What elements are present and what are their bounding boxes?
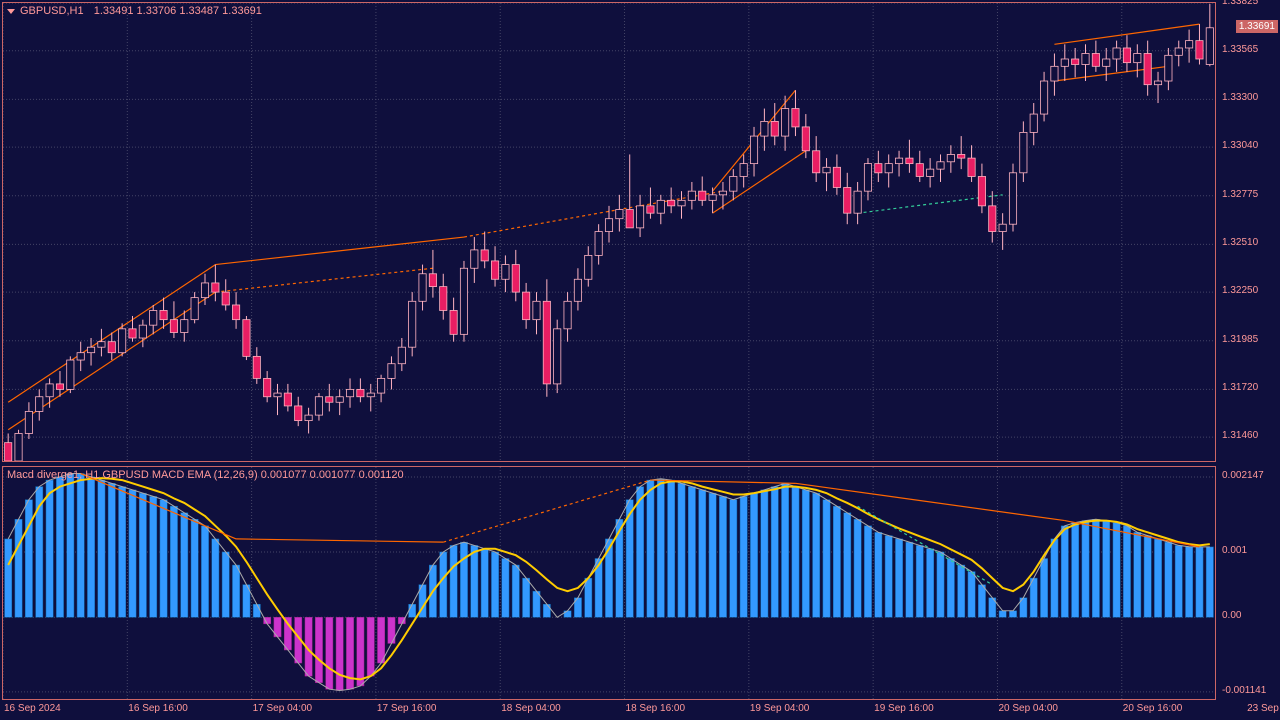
current-price-marker: 1.33691: [1236, 20, 1278, 33]
price-y-label: 1.31460: [1222, 430, 1258, 441]
indicator-y-label: 0.00: [1222, 610, 1241, 621]
time-label: 20 Sep 04:00: [998, 703, 1058, 714]
indicator-panel[interactable]: Macd diverge1, H1 GBPUSD MACD EMA (12,26…: [2, 466, 1216, 700]
price-y-label: 1.31720: [1222, 382, 1258, 393]
time-label: 18 Sep 04:00: [501, 703, 561, 714]
indicator-label: Macd diverge1, H1 GBPUSD MACD EMA (12,26…: [7, 469, 404, 481]
indicator-y-axis: 0.002147 0.001 0.00 -0.001141: [1218, 466, 1278, 700]
price-y-label: 1.33300: [1222, 92, 1258, 103]
price-y-label: 1.32775: [1222, 189, 1258, 200]
price-y-label: 1.32510: [1222, 237, 1258, 248]
price-chart-panel[interactable]: GBPUSD,H1 1.33491 1.33706 1.33487 1.3369…: [2, 2, 1216, 462]
time-label: 16 Sep 2024: [4, 703, 61, 714]
chevron-down-icon[interactable]: [7, 9, 15, 14]
ohlc-label: 1.33491 1.33706 1.33487 1.33691: [94, 5, 262, 17]
price-y-label: 1.31985: [1222, 334, 1258, 345]
chart-container: GBPUSD,H1 1.33491 1.33706 1.33487 1.3369…: [0, 0, 1280, 720]
time-label: 23 Sep 04:00: [1247, 703, 1280, 714]
time-label: 17 Sep 16:00: [377, 703, 437, 714]
price-y-label: 1.33040: [1222, 140, 1258, 151]
price-svg: [3, 3, 1215, 461]
price-y-label: 1.33565: [1222, 44, 1258, 55]
indicator-header: Macd diverge1, H1 GBPUSD MACD EMA (12,26…: [7, 469, 404, 481]
price-y-axis: 1.33825 1.33565 1.33300 1.33040 1.32775 1.325…: [1218, 2, 1278, 462]
time-label: 17 Sep 04:00: [253, 703, 313, 714]
price-y-label: 1.32250: [1222, 285, 1258, 296]
time-label: 20 Sep 16:00: [1123, 703, 1183, 714]
indicator-y-label: 0.001: [1222, 545, 1247, 556]
indicator-y-label: 0.002147: [1222, 470, 1264, 481]
time-label: 19 Sep 04:00: [750, 703, 810, 714]
time-label: 19 Sep 16:00: [874, 703, 934, 714]
indicator-y-label: -0.001141: [1222, 685, 1266, 696]
price-y-label: 1.33825: [1222, 0, 1258, 7]
time-label: 18 Sep 16:00: [626, 703, 686, 714]
price-chart-header: GBPUSD,H1 1.33491 1.33706 1.33487 1.3369…: [7, 5, 262, 17]
time-label: 16 Sep 16:00: [128, 703, 188, 714]
time-axis: 16 Sep 2024 16 Sep 16:00 17 Sep 04:00 17 Se…: [2, 702, 1216, 718]
indicator-svg: [3, 467, 1215, 699]
symbol-label: GBPUSD,H1: [20, 5, 84, 17]
